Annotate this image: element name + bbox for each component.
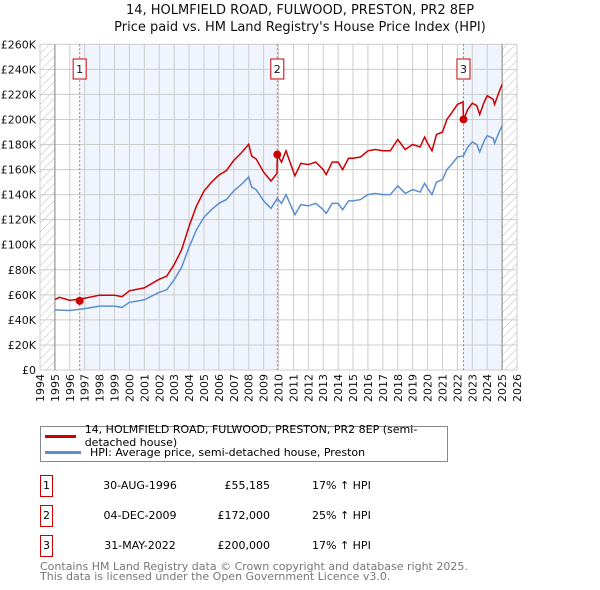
- y-tick-label: £120K: [1, 214, 37, 227]
- sale-row: 3 31-MAY-2022 £200,000 17% ↑ HPI: [40, 535, 440, 557]
- y-tick-label: £100K: [1, 239, 37, 252]
- x-tick-label: 2013: [317, 374, 330, 402]
- sale-point: [273, 150, 282, 159]
- hatched-no-data-region: [502, 44, 517, 371]
- x-tick-label: 1994: [34, 374, 47, 402]
- y-tick-label: £240K: [1, 63, 37, 76]
- sale-hpi-diff: 25% ↑ HPI: [312, 509, 371, 522]
- sale-point: [459, 115, 468, 124]
- x-tick-label: 2018: [392, 374, 405, 402]
- sale-price: £172,000: [217, 509, 271, 522]
- footer-copyright: Contains HM Land Registry data © Crown c…: [40, 560, 468, 573]
- y-tick-label: £260K: [1, 38, 37, 51]
- x-tick-label: 2024: [481, 374, 494, 402]
- chart-legend: 14, HOLMFIELD ROAD, FULWOOD, PRESTON, PR…: [40, 423, 448, 462]
- x-tick-label: 2019: [407, 374, 420, 402]
- y-tick-label: £40K: [8, 314, 37, 327]
- sale-number-badge: 3: [40, 535, 53, 557]
- sale-hpi-diff: 17% ↑ HPI: [312, 539, 371, 552]
- x-tick-label: 2005: [198, 374, 211, 402]
- x-tick-label: 2000: [123, 374, 136, 402]
- sale-row: 1 30-AUG-1996 £55,185 17% ↑ HPI: [40, 475, 440, 497]
- x-tick-label: 1997: [79, 374, 92, 402]
- x-tick-label: 2021: [436, 374, 449, 402]
- y-tick-label: £80K: [8, 264, 37, 277]
- x-tick-label: 2017: [377, 374, 390, 402]
- shaded-period: [463, 44, 503, 371]
- legend-item-hpi: HPI: Average price, semi-detached house,…: [45, 444, 365, 460]
- legend-label-hpi: HPI: Average price, semi-detached house,…: [90, 445, 366, 459]
- sale-row: 2 04-DEC-2009 £172,000 25% ↑ HPI: [40, 505, 440, 527]
- x-tick-label: 1995: [49, 374, 62, 402]
- legend-item-property: 14, HOLMFIELD ROAD, FULWOOD, PRESTON, PR…: [45, 423, 447, 449]
- x-tick-label: 2015: [347, 374, 360, 402]
- chart-title: 14, HOLMFIELD ROAD, FULWOOD, PRESTON, PR…: [125, 3, 475, 18]
- y-tick-label: £20K: [8, 339, 37, 352]
- y-tick-label: £0: [22, 364, 36, 377]
- sale-number-badge: 2: [40, 505, 53, 527]
- sale-point: [75, 296, 84, 305]
- x-tick-label: 2022: [451, 374, 464, 402]
- x-tick-label: 2007: [228, 374, 241, 402]
- x-tick-label: 1996: [64, 374, 77, 402]
- x-tick-label: 2014: [332, 374, 345, 402]
- sale-date: 31-MAY-2022: [104, 539, 176, 552]
- x-tick-label: 2023: [466, 374, 479, 402]
- sale-label-number: 1: [76, 63, 83, 76]
- y-tick-label: £220K: [1, 88, 37, 101]
- hpi-series-line: [54, 125, 503, 312]
- y-tick-label: £200K: [1, 113, 37, 126]
- x-tick-label: 2016: [362, 374, 375, 402]
- x-tick-label: 2010: [273, 374, 286, 402]
- chart-subtitle: Price paid vs. HM Land Registry's House …: [114, 20, 486, 35]
- x-tick-label: 2008: [243, 374, 256, 402]
- y-tick-label: £180K: [1, 139, 37, 152]
- x-tick-label: 2004: [183, 374, 196, 402]
- sale-number-badge: 1: [40, 475, 53, 497]
- x-tick-label: 2003: [168, 374, 181, 402]
- sale-date: 30-AUG-1996: [103, 479, 177, 492]
- shaded-period: [79, 44, 278, 371]
- sale-label-box: [270, 58, 285, 80]
- x-tick-label: 1998: [94, 374, 107, 402]
- x-tick-label: 2001: [138, 374, 151, 402]
- hatched-no-data-region: [40, 44, 55, 371]
- x-tick-label: 2025: [496, 374, 509, 402]
- sale-price: £200,000: [217, 539, 271, 552]
- x-tick-label: 2002: [153, 374, 166, 402]
- sale-date: 04-DEC-2009: [103, 509, 177, 522]
- x-tick-label: 2011: [287, 374, 300, 402]
- footer-licence: This data is licensed under the Open Gov…: [40, 570, 391, 583]
- x-tick-label: 2026: [511, 374, 524, 402]
- price-chart: 1994 1995 1996 1997 1998 1999 2000 2001 2002 2003…: [1, 38, 524, 402]
- sale-hpi-diff: 17% ↑ HPI: [312, 479, 371, 492]
- x-tick-label: 1999: [109, 374, 122, 402]
- legend-label-property: 14, HOLMFIELD ROAD, FULWOOD, PRESTON, PR…: [84, 423, 418, 449]
- sale-label-number: 2: [274, 63, 281, 76]
- x-tick-label: 2012: [302, 374, 315, 402]
- legend-swatch-red: [45, 434, 76, 438]
- y-tick-label: £60K: [8, 289, 37, 302]
- legend-swatch-blue: [45, 450, 81, 454]
- x-tick-label: 2020: [422, 374, 435, 402]
- y-tick-label: £140K: [1, 189, 37, 202]
- y-tick-label: £160K: [1, 164, 37, 177]
- sale-label-box: [456, 58, 471, 80]
- property-price-series-line: [54, 84, 503, 302]
- x-tick-label: 2009: [258, 374, 271, 402]
- sale-price: £55,185: [224, 479, 271, 492]
- x-tick-label: 2006: [213, 374, 226, 402]
- sale-label-box: [72, 58, 87, 80]
- sale-label-number: 3: [460, 63, 467, 76]
